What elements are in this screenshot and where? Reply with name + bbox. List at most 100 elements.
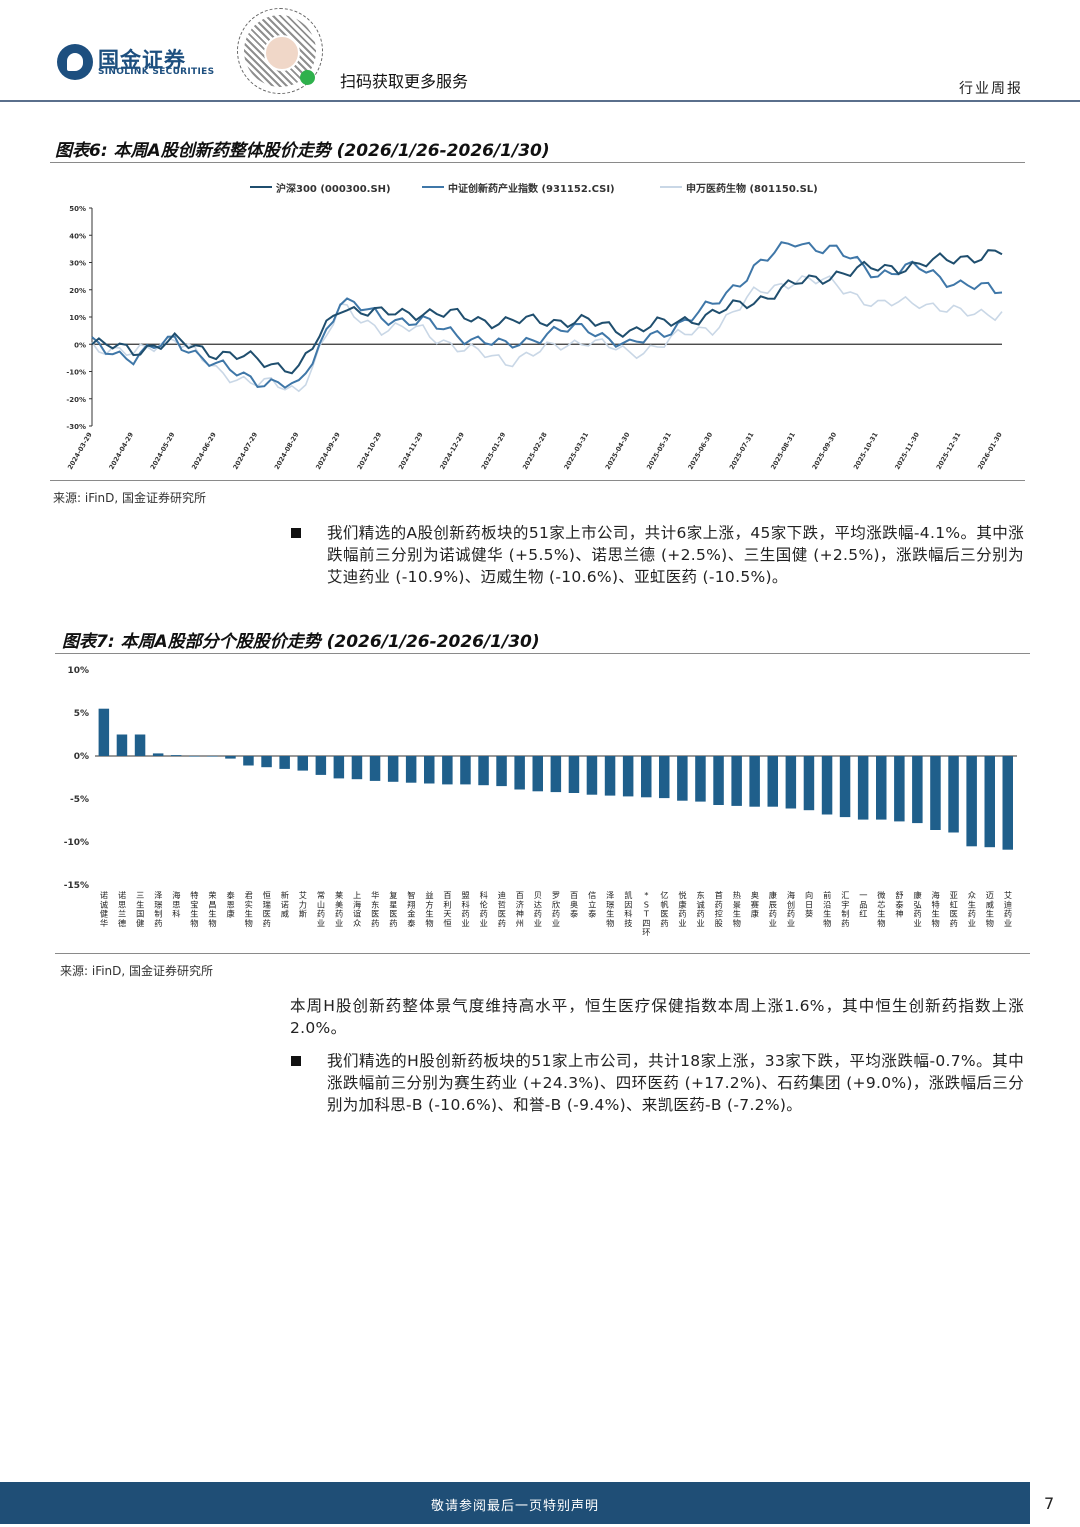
bar <box>532 756 543 792</box>
category-label: 向日葵 <box>805 890 813 919</box>
legend-label-sw-pharma: 申万医药生物 (801150.SL) <box>686 184 818 195</box>
x-tick-label: 2025-04-30 <box>604 431 632 471</box>
x-tick-label: 2024-06-29 <box>190 431 218 471</box>
x-tick-label: 2025-09-30 <box>811 431 839 471</box>
y-tick-label: 5% <box>74 709 89 719</box>
y-tick-label: 10% <box>67 666 89 676</box>
x-tick-label: 2024-12-29 <box>438 431 466 471</box>
bar <box>478 756 489 786</box>
bar <box>225 756 236 759</box>
bar <box>243 756 254 766</box>
x-tick-label: 2024-10-29 <box>356 431 384 471</box>
category-label: 莱美药业 <box>335 890 343 928</box>
category-label: 泽璟生物 <box>606 890 614 928</box>
figure6-line-chart: 50% 40% 30% 20% 10% 0% -10% -20% -30%2024-03-29 2… <box>66 205 1004 471</box>
x-tick-label: 2024-03-29 <box>66 431 94 471</box>
x-tick-label: 2025-06-30 <box>686 431 714 471</box>
y-tick-label: 30% <box>69 260 86 268</box>
x-tick-label: 2024-05-29 <box>149 431 177 471</box>
x-tick-label: 2024-11-29 <box>397 431 425 471</box>
category-label: 新诺威 <box>281 890 289 919</box>
bullet-icon <box>291 528 301 538</box>
category-label: 迈威生物 <box>986 890 994 928</box>
x-tick-label: 2025-05-31 <box>645 431 673 471</box>
bar <box>695 756 706 802</box>
company-name-cn: 国金证券 <box>98 48 186 72</box>
bar <box>767 756 778 807</box>
x-tick-label: 2024-08-29 <box>273 431 301 471</box>
qr-caption: 扫码获取更多服务 <box>340 72 469 91</box>
category-label: 上海谊众 <box>353 890 361 928</box>
qr-code-icon[interactable] <box>237 8 323 94</box>
bar <box>261 756 272 768</box>
category-label: 奥赛康 <box>751 890 759 919</box>
bar <box>460 756 471 785</box>
bar <box>803 756 815 811</box>
bar <box>207 756 218 757</box>
bar <box>369 756 381 781</box>
y-tick-label: -5% <box>70 795 89 805</box>
category-label: 亿帆医药 <box>660 890 668 928</box>
y-tick-label: 0% <box>74 752 89 762</box>
bar <box>785 756 797 809</box>
category-label: 贝达药业 <box>534 890 542 928</box>
category-label: 泰恩康 <box>226 890 234 919</box>
category-label: 特宝生物 <box>190 890 198 928</box>
series-line-innovative-index <box>91 241 1003 389</box>
bar <box>677 756 688 801</box>
category-label: 微芯生物 <box>877 890 885 928</box>
h-share-intro: 本周H股创新药整体景气度维持高水平，恒生医疗保健指数本周上涨1.6%，其中恒生创… <box>290 997 1024 1037</box>
x-tick-label: 2025-11-30 <box>893 431 921 471</box>
category-label: 君实生物 <box>245 890 253 928</box>
category-label: 罗欣药业 <box>552 890 560 928</box>
sinolink-logo-icon <box>57 44 93 80</box>
category-label: 泽璟制药 <box>154 890 162 928</box>
category-label: 一品红 <box>859 890 867 919</box>
y-tick-label: 50% <box>69 205 86 213</box>
wechat-mini-program-icon <box>300 70 315 85</box>
x-tick-label: 2026-01-30 <box>976 431 1004 471</box>
bar <box>387 756 399 782</box>
category-label: 复星医药 <box>389 890 397 928</box>
category-label: 东诚药业 <box>696 890 704 928</box>
category-label: 恒瑞医药 <box>263 890 271 928</box>
bar <box>857 756 869 820</box>
x-tick-label: 2025-03-31 <box>562 431 590 471</box>
category-label: 百利天恒 <box>443 890 451 928</box>
category-label: 科伦药业 <box>480 890 488 928</box>
category-label: 艾力斯 <box>299 890 307 919</box>
figure7-top-rule <box>55 653 1030 654</box>
bar <box>405 756 417 783</box>
bar <box>333 756 345 779</box>
figure6-bottom-rule <box>50 480 1025 481</box>
bar <box>731 756 742 806</box>
company-name-en: SINOLINK SECURITIES <box>98 67 215 77</box>
category-label: 海特生物 <box>931 890 939 928</box>
bar <box>659 756 670 799</box>
category-label: 诺诚健华 <box>100 890 108 928</box>
category-label: 益方生物 <box>425 890 433 928</box>
bar <box>713 756 724 805</box>
bar <box>170 755 182 756</box>
category-label: 三生国健 <box>136 890 144 928</box>
bar <box>297 756 308 771</box>
y-tick-label: 20% <box>69 287 86 295</box>
bar <box>894 756 905 822</box>
bar <box>749 756 760 807</box>
bullet-icon <box>291 1056 301 1066</box>
bar <box>586 756 598 795</box>
bar <box>116 734 128 756</box>
x-tick-label: 2025-10-31 <box>852 431 880 471</box>
category-label: 悦康药业 <box>678 890 686 928</box>
category-label: 百济神州 <box>516 890 524 928</box>
y-tick-label: 0% <box>74 341 86 349</box>
bar <box>98 708 110 756</box>
x-tick-label: 2025-07-31 <box>728 431 756 471</box>
legend-label-csi300: 沪深300 (000300.SH) <box>276 184 391 195</box>
bar <box>134 734 146 756</box>
bar <box>604 756 616 796</box>
category-label: 诺思兰德 <box>118 890 126 928</box>
category-label: 海创药业 <box>787 890 795 928</box>
category-label: 凯因科技 <box>624 890 632 928</box>
category-label: 迪哲医药 <box>498 890 506 928</box>
